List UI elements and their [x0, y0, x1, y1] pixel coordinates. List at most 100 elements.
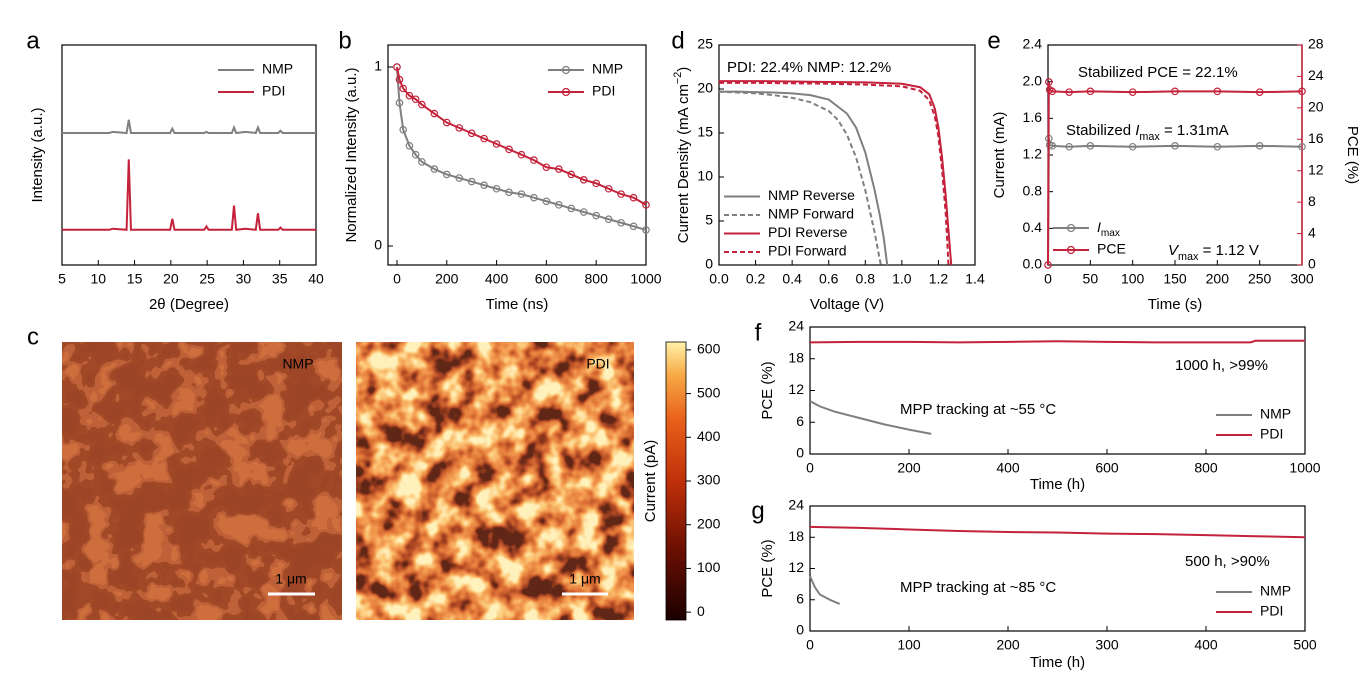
x-tick-label: 250: [1248, 271, 1272, 287]
annotation: MPP tracking at ~55 °C: [900, 401, 1056, 418]
legend-marker: [1066, 223, 1076, 233]
data-point: [617, 190, 625, 198]
legend-label: NMP: [1260, 406, 1291, 422]
series-line: [809, 339, 1305, 344]
colorbar-tick-label: 300: [697, 472, 721, 488]
data-point: [430, 165, 439, 173]
data-point: [567, 204, 576, 213]
y2-tick-label: 12: [1308, 161, 1324, 177]
y-tick-label: 20: [697, 80, 713, 96]
legend-label: PDI: [1260, 426, 1283, 442]
annotation: 1000 h, >99%: [1175, 357, 1268, 374]
y-tick-label: 24: [788, 318, 804, 334]
data-point: [480, 181, 488, 189]
data-point: [604, 184, 613, 193]
data-point: [492, 140, 501, 148]
y-tick-label: 15: [697, 124, 713, 140]
data-point: [1128, 88, 1137, 96]
data-point: [1086, 87, 1095, 96]
data-point: [1128, 142, 1137, 151]
data-point: [467, 177, 476, 186]
legend-marker: [561, 87, 571, 97]
series-line: [719, 80, 953, 266]
x-axis-label: Time (h): [1030, 476, 1085, 493]
y-tick-label: 24: [788, 497, 804, 513]
text-part: ): [675, 67, 692, 72]
x-tick-label: 300: [1290, 271, 1314, 287]
data-point: [629, 193, 638, 202]
x-tick-label: 500: [1293, 637, 1317, 653]
x-tick-label: 20: [163, 271, 179, 287]
x-tick-label: 200: [897, 460, 921, 476]
panel-letter: g: [751, 497, 764, 524]
x-tick-label: 5: [58, 271, 66, 287]
y-tick-label: 10: [697, 168, 713, 184]
x-tick-label: 0: [806, 637, 814, 653]
y2-tick-label: 20: [1308, 99, 1324, 115]
data-point: [642, 201, 650, 209]
text-part: Stabilized: [1066, 122, 1135, 139]
text-part: V: [1168, 242, 1180, 259]
y-axis-label: Intensity (a.u.): [29, 107, 46, 202]
series-line: [395, 66, 647, 231]
colorbar-tick-label: 400: [697, 428, 721, 444]
series-line: [62, 159, 316, 231]
data-point: [579, 208, 588, 216]
data-point: [555, 165, 563, 173]
data-point: [399, 125, 407, 134]
legend-label: PDI: [1260, 603, 1283, 619]
legend-label: NMP: [262, 61, 293, 77]
series-line: [719, 81, 950, 266]
x-tick-label: 400: [485, 271, 509, 287]
text-part: max: [1178, 251, 1199, 263]
y-tick-label: 1.2: [1023, 146, 1043, 162]
y-tick-label: 0: [796, 622, 804, 638]
x-axis-label: 2θ (Degree): [149, 296, 229, 313]
series-line: [1047, 81, 1303, 266]
y-tick-label: 18: [788, 528, 804, 544]
data-point: [1171, 87, 1179, 96]
text-part: I: [1097, 219, 1101, 235]
y-tick-label: 1.6: [1023, 109, 1043, 125]
data-point: [1086, 142, 1095, 150]
data-point: [455, 174, 464, 182]
colorbar-label: Current (pA): [642, 440, 659, 523]
data-point: [542, 197, 551, 206]
colorbar-tick-label: 200: [697, 515, 721, 531]
x-tick-label: 300: [1095, 637, 1119, 653]
image-label: NMP: [282, 356, 313, 372]
y-tick-label: 0: [796, 445, 804, 461]
plot-frame: [61, 44, 317, 266]
data-point: [418, 158, 426, 166]
x-tick-label: 0.2: [746, 271, 766, 287]
y-tick-label: 0.4: [1023, 219, 1043, 235]
data-point: [542, 163, 551, 172]
x-tick-label: 400: [1194, 637, 1218, 653]
annotation: Stabilized Imax = 1.31mA: [1066, 122, 1229, 143]
data-point: [405, 91, 414, 100]
x-tick-label: 15: [127, 271, 143, 287]
y-tick-label: 18: [788, 349, 804, 365]
series-line: [719, 90, 889, 266]
data-point: [555, 201, 563, 209]
data-point: [1065, 142, 1073, 151]
colorbar-tick-label: 600: [697, 341, 721, 357]
data-point: [592, 179, 600, 188]
text-part: I: [1135, 122, 1139, 139]
x-tick-label: 25: [199, 271, 215, 287]
y2-tick-label: 8: [1308, 193, 1316, 209]
scale-bar-label: 1 μm: [275, 571, 306, 587]
panel-letter: e: [987, 27, 1000, 54]
data-point: [567, 170, 576, 179]
x-tick-label: 1000: [630, 271, 661, 287]
legend-label: PDI: [592, 83, 615, 99]
text-part: −2: [672, 72, 684, 84]
data-point: [411, 95, 420, 104]
data-point: [411, 150, 420, 159]
y-tick-label: 1: [374, 58, 382, 74]
data-point: [430, 109, 439, 118]
x-tick-label: 800: [1194, 460, 1218, 476]
y-tick-label: 25: [697, 36, 713, 52]
